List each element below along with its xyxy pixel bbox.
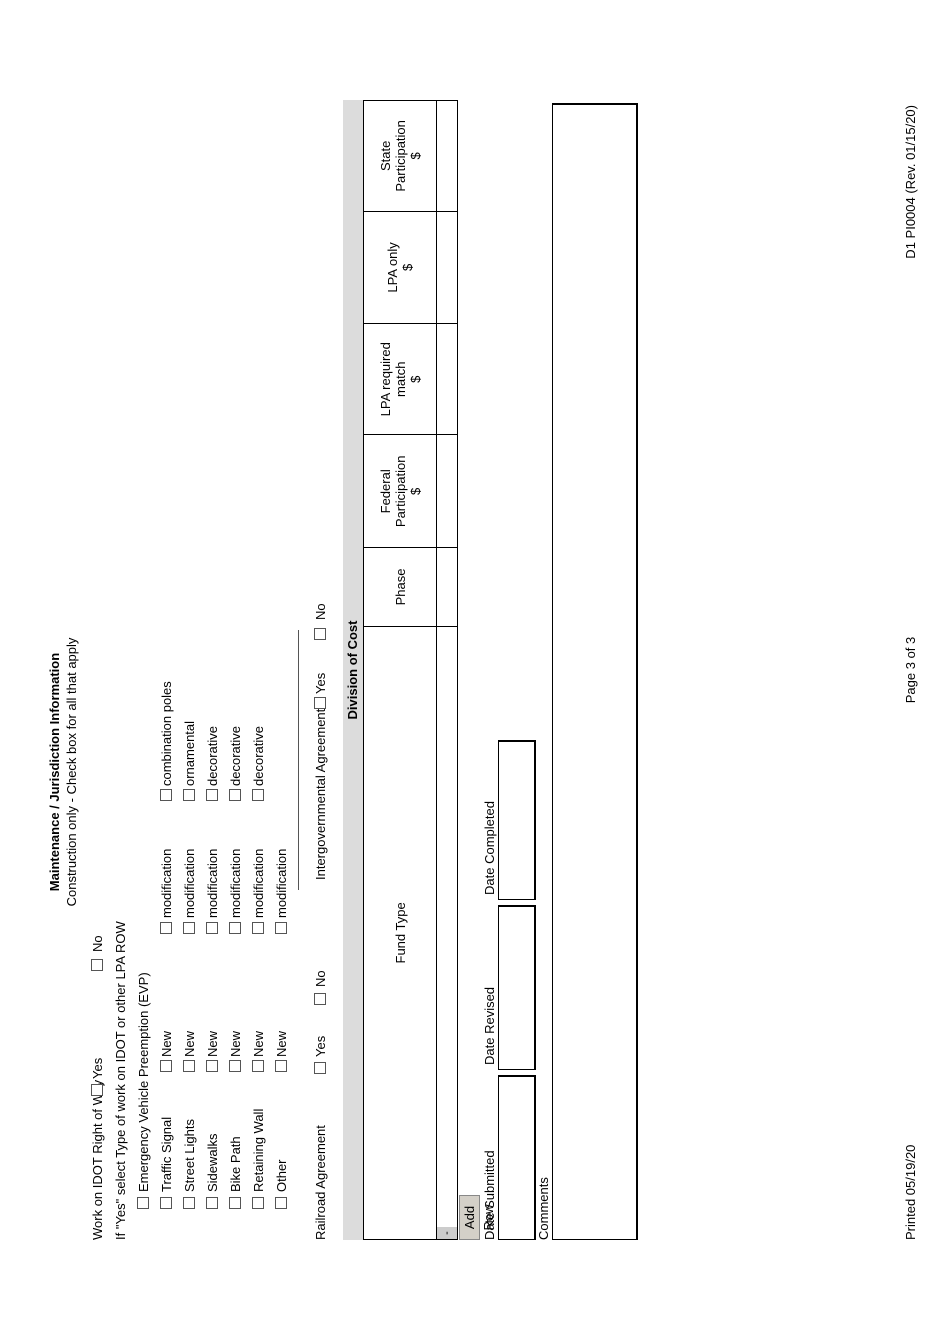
lpa-only-cell[interactable] xyxy=(436,211,458,324)
checkbox-new[interactable] xyxy=(183,1060,195,1072)
idot-row-no-checkbox[interactable] xyxy=(91,959,103,971)
column-header: Phase xyxy=(363,547,437,627)
railroad-yes-checkbox[interactable] xyxy=(314,1062,326,1074)
division-of-cost-header: Division of Cost xyxy=(343,100,363,1240)
intergov-yes-checkbox[interactable] xyxy=(314,697,326,709)
no-label: No xyxy=(90,935,105,952)
work-type-mod-label: modification xyxy=(251,848,266,918)
checkbox-label[interactable] xyxy=(275,1197,287,1209)
idot-row-yes-checkbox[interactable] xyxy=(91,1084,103,1096)
work-type-label-label: Traffic Signal xyxy=(159,1116,174,1192)
work-type-new-label: New xyxy=(159,1030,174,1057)
federal-cell[interactable] xyxy=(436,434,458,548)
work-type-mod-label: modification xyxy=(228,848,243,918)
lpa-match-cell[interactable] xyxy=(436,323,458,435)
yes-label: Yes xyxy=(313,672,328,694)
checkbox-label[interactable] xyxy=(252,1197,264,1209)
column-header: LPA only $ xyxy=(363,211,437,324)
work-type-mod-label: modification xyxy=(182,848,197,918)
railroad-no-checkbox[interactable] xyxy=(314,993,326,1005)
work-type-extra-label: ornamental xyxy=(182,720,197,786)
date-revised-input[interactable] xyxy=(498,905,536,1070)
table-row: - xyxy=(436,100,458,1240)
work-type-label-label: Bike Path xyxy=(228,1136,243,1192)
yes-label: Yes xyxy=(313,1035,328,1057)
checkbox-new[interactable] xyxy=(275,1060,287,1072)
work-type-mod-label: modification xyxy=(159,848,174,918)
phase-cell[interactable] xyxy=(436,547,458,627)
add-row-button[interactable]: Add Row xyxy=(459,1195,496,1240)
checkbox-mod[interactable] xyxy=(183,922,195,934)
date-completed-input[interactable] xyxy=(498,740,536,900)
comments-label: Comments xyxy=(536,1177,551,1240)
work-type-new-label: New xyxy=(205,1030,220,1057)
division-of-cost-table: Fund Type Phase Federal Participation $ LPA r… xyxy=(363,100,458,1240)
checkbox-new[interactable] xyxy=(206,1060,218,1072)
work-type-new-label: New xyxy=(228,1030,243,1057)
checkbox-new[interactable] xyxy=(229,1060,241,1072)
work-type-extra-label: decorative xyxy=(251,726,266,786)
work-type-extra-label: combination poles xyxy=(159,681,174,786)
checkbox-mod[interactable] xyxy=(160,922,172,934)
column-header: LPA required match $ xyxy=(363,323,437,435)
checkbox-extra[interactable] xyxy=(183,789,195,801)
idot-row-label: Work on IDOT Right of Way xyxy=(90,1079,105,1240)
section-title: Maintenance / Jurisdiction Information xyxy=(47,652,62,892)
work-type-label-label: Street Lights xyxy=(182,1119,197,1192)
checkbox-mod[interactable] xyxy=(229,922,241,934)
form-number: D1 PI0004 (Rev. 01/15/20) xyxy=(903,105,918,259)
work-type-label-label: Sidewalks xyxy=(205,1133,220,1192)
comments-textarea[interactable] xyxy=(552,103,638,1240)
checkbox-label[interactable] xyxy=(229,1197,241,1209)
evp-label: Emergency Vehicle Preemption (EVP) xyxy=(136,972,151,1192)
work-type-mod-label: modification xyxy=(274,848,289,918)
fund-type-cell[interactable]: - xyxy=(436,626,458,1240)
work-type-extra-label: decorative xyxy=(228,726,243,786)
page-number: Page 3 of 3 xyxy=(903,636,918,704)
section-subtitle: Construction only - Check box for all th… xyxy=(64,637,79,907)
work-type-mod-label: modification xyxy=(205,848,220,918)
column-header: Fund Type xyxy=(363,626,437,1240)
evp-checkbox[interactable] xyxy=(137,1197,149,1209)
divider xyxy=(298,630,299,890)
printed-date: Printed 05/19/20 xyxy=(903,1144,918,1240)
work-type-new-label: New xyxy=(182,1030,197,1057)
work-type-label-label: Other xyxy=(274,1159,289,1192)
no-label: No xyxy=(313,603,328,620)
no-label: No xyxy=(313,970,328,987)
checkbox-mod[interactable] xyxy=(275,922,287,934)
work-type-new-label: New xyxy=(274,1030,289,1057)
date-submitted-label: Date Submitted xyxy=(482,1150,497,1240)
checkbox-label[interactable] xyxy=(183,1197,195,1209)
checkbox-extra[interactable] xyxy=(252,789,264,801)
column-header: Federal Participation $ xyxy=(363,434,437,548)
intergov-label: Intergovernmental Agreement xyxy=(313,708,328,880)
state-cell[interactable] xyxy=(436,100,458,212)
checkbox-mod[interactable] xyxy=(206,922,218,934)
checkbox-extra[interactable] xyxy=(229,789,241,801)
checkbox-label[interactable] xyxy=(160,1197,172,1209)
work-type-new-label: New xyxy=(251,1030,266,1057)
column-header: State Participation $ xyxy=(363,100,437,212)
date-completed-label: Date Completed xyxy=(482,801,497,895)
row-marker[interactable]: - xyxy=(437,1227,457,1239)
checkbox-extra[interactable] xyxy=(206,789,218,801)
intergov-no-checkbox[interactable] xyxy=(314,628,326,640)
yes-label: Yes xyxy=(90,1057,105,1079)
railroad-label: Railroad Agreement xyxy=(313,1125,328,1240)
date-revised-label: Date Revised xyxy=(482,986,497,1065)
checkbox-new[interactable] xyxy=(252,1060,264,1072)
work-type-extra-label: decorative xyxy=(205,726,220,786)
checkbox-mod[interactable] xyxy=(252,922,264,934)
if-yes-label: If "Yes" select Type of work on IDOT or … xyxy=(113,921,128,1240)
checkbox-new[interactable] xyxy=(160,1060,172,1072)
date-submitted-input[interactable] xyxy=(498,1075,536,1240)
checkbox-label[interactable] xyxy=(206,1197,218,1209)
division-title: Division of Cost xyxy=(345,620,360,720)
checkbox-extra[interactable] xyxy=(160,789,172,801)
work-type-label-label: Retaining Wall xyxy=(251,1108,266,1192)
